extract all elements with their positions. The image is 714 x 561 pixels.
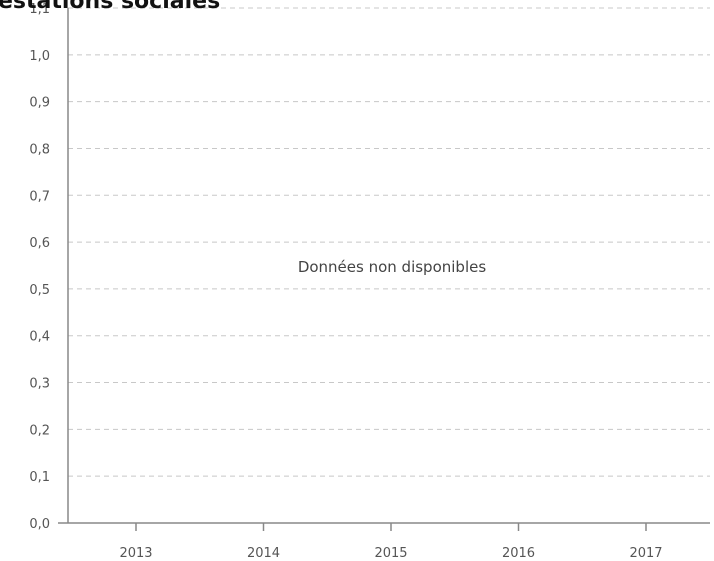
x-tick-label: 2013: [119, 546, 152, 561]
x-tick-label: 2014: [247, 546, 280, 561]
x-tick-labels: 2013 2014 2015 2016 2017: [119, 546, 662, 561]
axes: [58, 8, 710, 531]
x-tick-label: 2016: [502, 546, 535, 561]
no-data-message: Données non disponibles: [298, 258, 487, 276]
y-tick-label: 0,3: [29, 377, 50, 392]
y-tick-label: 1,0: [29, 49, 50, 64]
y-tick-label: 0,4: [29, 330, 50, 345]
y-tick-label: 0,2: [29, 423, 50, 438]
y-tick-labels: 0,0 0,1 0,2 0,3 0,4 0,5 0,6 0,7 0,8 0,9 1,0 1,1: [29, 2, 50, 532]
y-tick-label: 0,6: [29, 236, 50, 251]
gridlines: [68, 7, 710, 477]
y-tick-label: 0,7: [29, 189, 50, 204]
y-tick-label: 0,0: [29, 517, 50, 532]
y-tick-label: 1,1: [29, 2, 50, 17]
chart-title: estations sociales: [0, 0, 220, 14]
x-tick-label: 2017: [629, 546, 662, 561]
y-tick-label: 0,8: [29, 142, 50, 157]
y-tick-label: 0,5: [29, 283, 50, 298]
y-tick-label: 0,9: [29, 96, 50, 111]
y-tick-label: 0,1: [29, 470, 50, 485]
x-tick-label: 2015: [374, 546, 407, 561]
